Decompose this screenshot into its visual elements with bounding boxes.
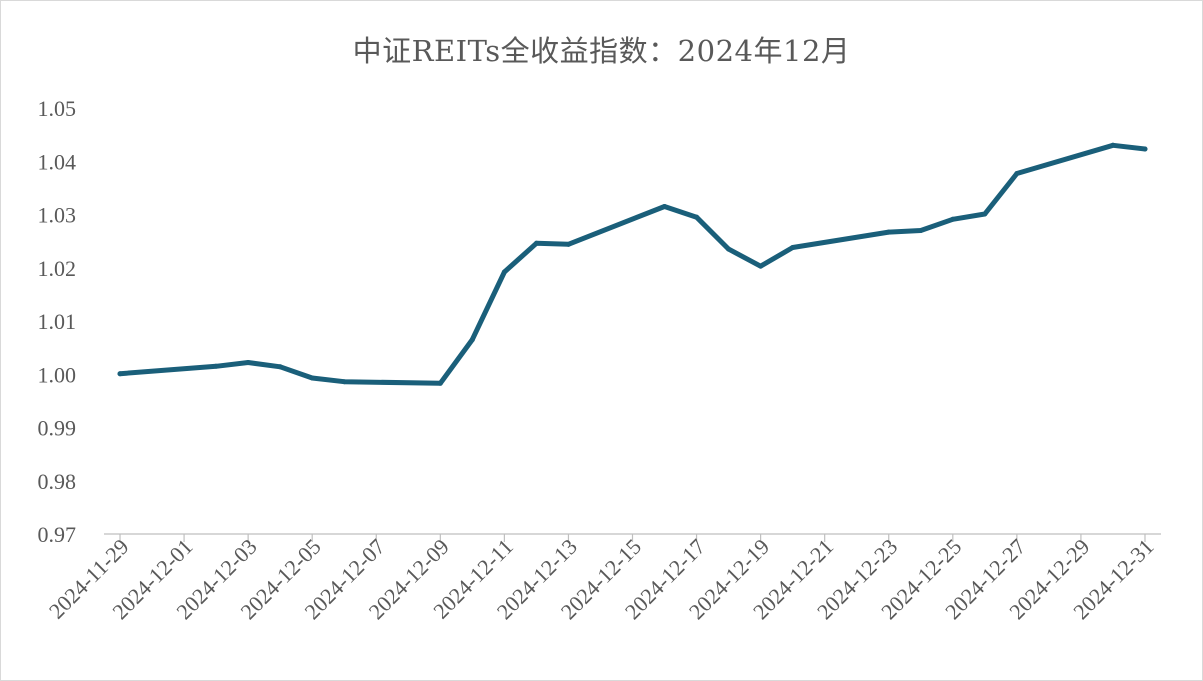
data-point [309,375,315,381]
data-point [533,240,539,246]
y-axis-ticks: 0.97 0.98 0.99 1.00 1.01 1.02 1.03 1.04 1.05 [38,96,77,547]
data-point [1014,170,1020,176]
y-tick-label: 0.99 [38,416,77,441]
data-point [1110,142,1116,148]
data-point [117,371,123,377]
data-point [918,227,924,233]
data-point [213,363,219,369]
data-point [662,204,668,210]
y-tick-label: 1.02 [38,256,77,281]
y-tick-label: 0.97 [38,522,77,547]
data-point [437,380,443,386]
data-point [758,263,764,269]
data-point [565,241,571,247]
series-line [117,142,1148,386]
data-point [501,269,507,275]
data-point [694,214,700,220]
data-point [886,229,892,235]
data-point [341,379,347,385]
chart-title: 中证REITs全收益指数：2024年12月 [352,34,851,68]
data-point [245,360,251,366]
y-tick-label: 1.00 [38,362,77,387]
data-point [726,246,732,252]
data-point [950,216,956,222]
y-tick-label: 1.04 [38,149,77,174]
data-point [277,364,283,370]
data-point [469,337,475,343]
x-axis-ticks: 2024-11-292024-12-012024-12-032024-12-05… [44,534,1159,624]
data-point [982,211,988,217]
y-tick-label: 1.03 [38,203,77,228]
y-tick-label: 0.98 [38,469,77,494]
y-tick-label: 1.01 [38,309,77,334]
y-tick-label: 1.05 [38,96,77,121]
data-points [117,142,1148,386]
data-point [790,245,796,251]
data-point [1142,146,1148,152]
